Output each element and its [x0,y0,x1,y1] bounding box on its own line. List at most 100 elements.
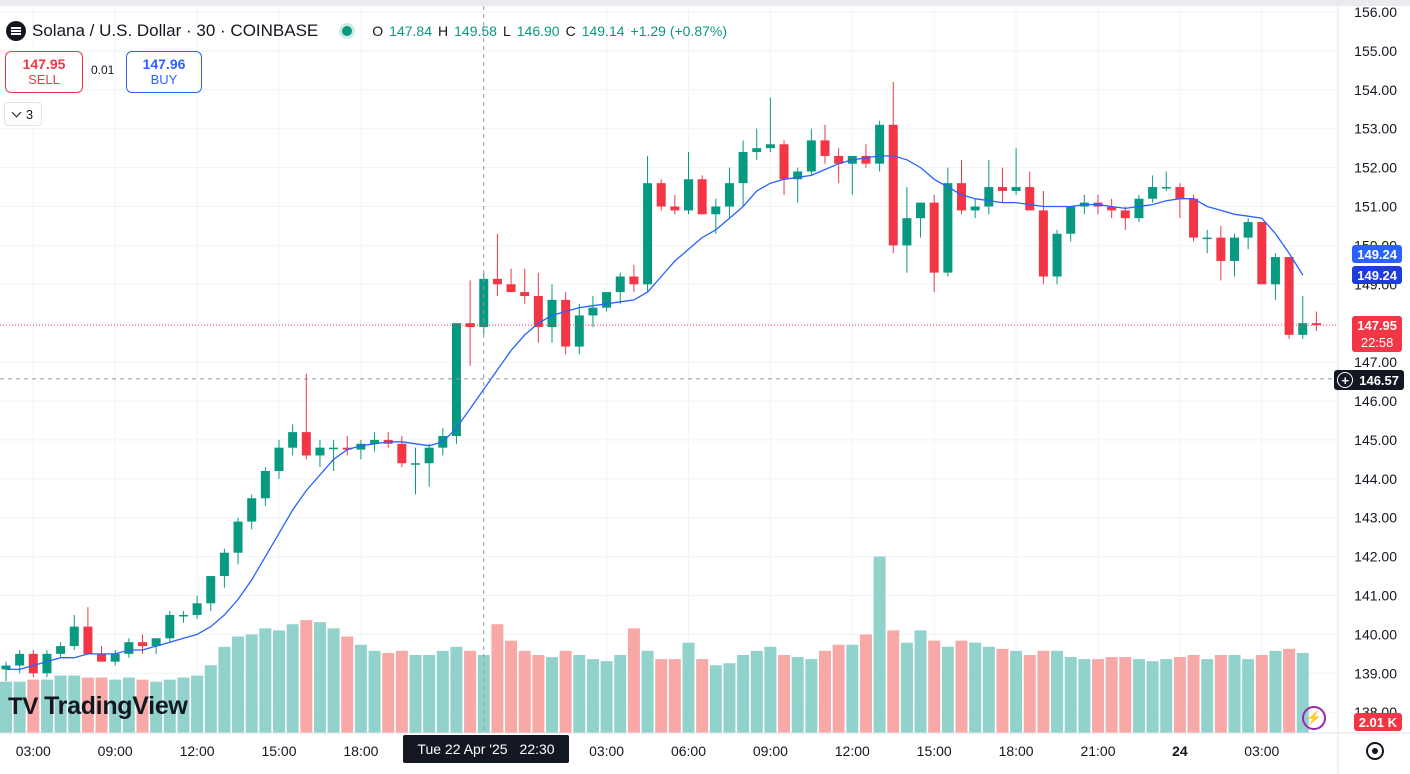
candle-body [1257,222,1267,285]
sell-button[interactable]: 147.95 SELL [5,51,83,93]
volume-bar [395,650,408,733]
candle [929,194,939,293]
candle [1107,198,1117,219]
candle [465,280,475,366]
volume-bar [409,655,422,733]
volume-bar [1132,659,1145,733]
volume-bar [177,677,190,733]
candle [206,576,216,612]
volume-bar [996,648,1009,733]
volume-bar [1214,655,1227,733]
candle [233,517,243,565]
candle-body [888,124,898,246]
volume-bar [300,620,313,733]
candle-body [97,653,107,662]
tradingview-logo[interactable]: TV TradingView [8,692,188,721]
candle [1120,206,1130,230]
volume-bar [900,642,913,733]
indicators-count: 3 [25,106,34,122]
change-value: +1.29 (+0.87%) [630,23,728,39]
candle [984,159,994,215]
candle [165,611,175,643]
volume-bar [95,677,108,733]
candle-body [301,432,311,456]
market-status-icon[interactable] [342,26,353,36]
volume-bar [1064,657,1077,733]
candle-body [178,614,188,617]
ma-price-badge-2: 149.24 [1352,266,1402,284]
candle [83,607,93,654]
time-axis-labels: 03:00 09:00 12:00 15:00 18:00 03:00 06:00 09:00… [16,743,1280,759]
candle [411,447,420,495]
candle-body [1189,198,1199,238]
candle [342,436,352,456]
indicators-toggle-button[interactable]: 3 [4,102,42,126]
candle-body [28,653,38,674]
volume-bar [846,644,859,733]
candle-body [724,183,734,207]
candle [1011,148,1021,195]
price-tick-label: 151.00 [1354,199,1397,215]
volume-bar [136,679,149,733]
candle-body [356,443,366,450]
solana-logo-icon [6,21,26,41]
volume-bar [1160,659,1173,733]
candle-body [561,299,571,347]
volume-bar [982,646,995,733]
candle-body [15,653,25,666]
candle-body [615,276,625,293]
symbol-title[interactable]: Solana / U.S. Dollar · 30 · COINBASE [32,21,319,40]
candle-body [1243,222,1253,238]
candle-body [574,315,584,347]
volume-bar [1010,650,1023,733]
candle [301,373,311,460]
candle-body [83,626,93,654]
candle [847,155,857,195]
volume-bar [68,675,81,733]
candle-body [984,187,994,207]
candle-body [411,463,420,465]
settings-icon[interactable] [1366,742,1384,760]
candle-body [834,155,844,164]
candle-body [465,323,475,328]
candle [1230,233,1239,277]
candle [397,436,407,468]
volume-bar [668,659,681,733]
candle [56,642,66,658]
candle-body [315,447,325,456]
candle [615,272,625,304]
volume-bar [832,644,845,733]
top-border [0,0,1410,6]
volume-bar [859,634,872,733]
crosshair-time-badge: Tue 22 Apr '25 22:30 [403,735,569,763]
volume-badge: 2.01 K [1353,713,1402,731]
candle-body [1107,206,1117,211]
candle [1134,194,1144,223]
candle [602,292,612,312]
price-tick-label: 142.00 [1354,549,1397,565]
volume-bar [586,659,599,733]
candle [1175,183,1185,219]
candle-body [547,299,557,328]
price-tick-label: 147.00 [1354,354,1397,370]
candle [834,148,844,184]
candle [765,97,775,153]
volume-bar [709,665,722,733]
volume-bar [423,655,436,733]
volume-bar [1255,655,1268,733]
candle [274,439,284,479]
plus-circle-icon[interactable]: + [1337,372,1354,388]
candle [356,439,366,460]
ma-price-badge-1: 149.24 [1352,245,1402,263]
lightning-icon[interactable]: ⚡ [1302,706,1326,730]
candle [520,268,530,304]
time-tick-label: 03:00 [1244,743,1279,759]
volume-bar [13,681,26,733]
buy-button[interactable]: 147.96 BUY [126,51,202,93]
moving-average-line [6,155,1304,671]
volume-bar [614,655,627,733]
open-value: 147.84 [389,23,432,39]
candle-body [219,552,229,577]
volume-bar [245,634,258,733]
